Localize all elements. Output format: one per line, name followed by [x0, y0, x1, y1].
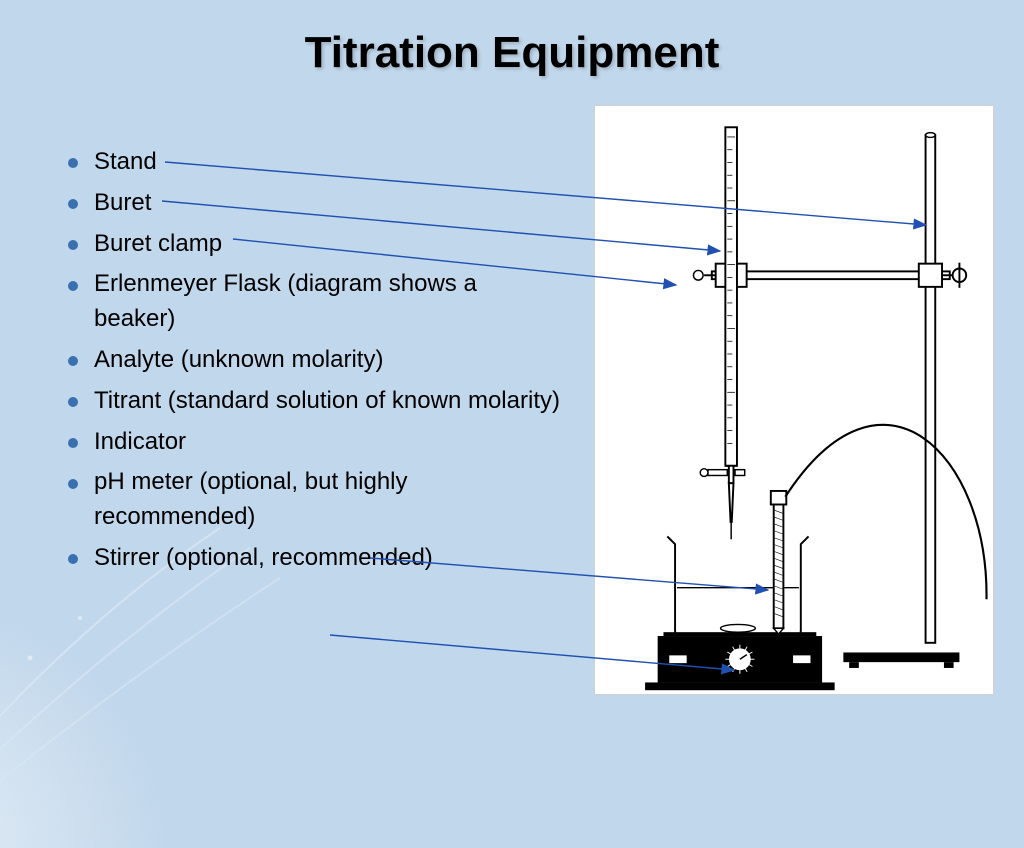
list-item: Stirrer (optional, recommended)	[60, 541, 560, 576]
apparatus-drawing	[595, 106, 995, 696]
list-item: Erlenmeyer Flask (diagram shows a beaker…	[60, 267, 560, 337]
list-item: Buret clamp	[60, 227, 560, 262]
list-item: Stand	[60, 145, 560, 180]
titration-diagram	[594, 105, 994, 695]
equipment-list: Stand Buret Buret clamp Erlenmeyer Flask…	[60, 145, 560, 582]
slide-title: Titration Equipment	[0, 28, 1024, 78]
list-item: Buret	[60, 186, 560, 221]
list-item: Titrant (standard solution of known mola…	[60, 384, 560, 419]
list-item: Indicator	[60, 425, 560, 460]
list-item: Analyte (unknown molarity)	[60, 343, 560, 378]
list-item: pH meter (optional, but highly recommend…	[60, 465, 560, 535]
